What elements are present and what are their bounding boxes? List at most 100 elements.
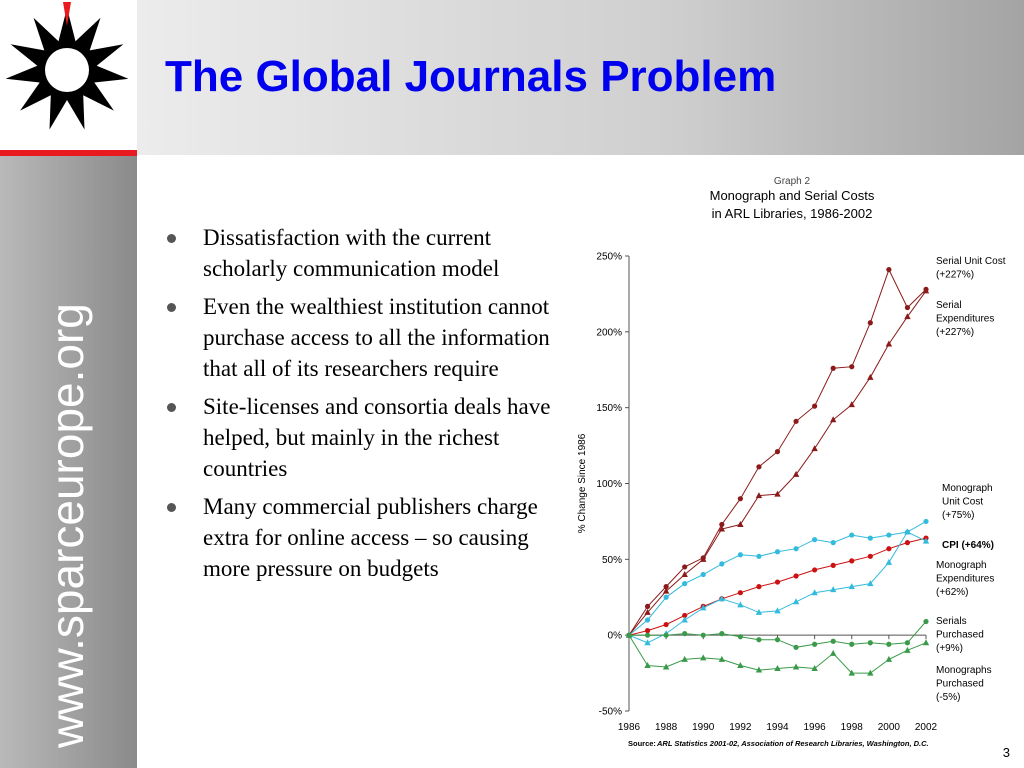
series-label: Purchased — [936, 630, 984, 641]
data-point — [718, 655, 726, 662]
data-point — [644, 628, 651, 634]
chart-subtitle: Graph 2 — [774, 176, 811, 187]
page-title: The Global Journals Problem — [165, 52, 777, 101]
data-point — [849, 532, 855, 538]
data-point — [663, 621, 669, 628]
data-point — [756, 584, 762, 590]
data-point — [737, 496, 743, 502]
data-point — [904, 313, 911, 320]
bullet-dot-icon — [167, 403, 176, 412]
y-tick-label: 250% — [596, 252, 622, 263]
data-point — [811, 445, 818, 452]
data-point — [886, 641, 892, 647]
data-point — [719, 631, 725, 637]
data-point — [829, 586, 837, 593]
series-label: (+227%) — [936, 327, 974, 338]
data-point — [737, 601, 744, 608]
data-point — [644, 617, 651, 623]
data-point — [718, 595, 726, 602]
data-point — [793, 418, 799, 424]
x-tick-label: 1998 — [841, 722, 864, 733]
series-line — [628, 531, 927, 644]
data-point — [644, 632, 651, 638]
data-point — [922, 287, 930, 294]
data-point — [792, 470, 800, 477]
series-label: Serial Unit Cost — [936, 256, 1006, 267]
data-point — [886, 532, 892, 538]
data-point — [644, 603, 651, 609]
data-point — [700, 555, 707, 562]
data-point — [755, 608, 763, 615]
data-point — [830, 562, 836, 568]
data-point — [811, 589, 818, 596]
data-point — [774, 449, 781, 455]
data-point — [812, 537, 818, 543]
source-text: ARL Statistics 2001-02, Association of R… — [656, 739, 929, 748]
chart-title: in ARL Libraries, 1986-2002 — [712, 206, 873, 221]
data-point — [644, 662, 651, 668]
data-point — [867, 320, 873, 326]
data-point — [700, 654, 707, 661]
data-point — [774, 490, 781, 497]
data-point — [867, 669, 874, 676]
bullet-text: Even the wealthiest institution cannot p… — [203, 294, 550, 381]
y-axis-label: % Change Since 1986 — [577, 433, 588, 533]
data-point — [755, 492, 763, 499]
data-point — [867, 373, 874, 380]
sparc-logo-icon — [5, 2, 129, 130]
series-label: Expenditures — [936, 314, 994, 325]
data-point — [867, 640, 873, 646]
data-point — [774, 579, 781, 585]
data-point — [904, 304, 911, 311]
series-label: Monographs — [936, 665, 992, 676]
series-label: Monograph — [942, 483, 993, 494]
series-label: Unit Cost — [942, 497, 983, 508]
data-point — [662, 663, 670, 670]
data-point — [848, 669, 855, 676]
data-point — [904, 646, 911, 653]
data-point — [663, 632, 669, 638]
x-tick-label: 1996 — [804, 722, 827, 733]
data-point — [700, 632, 706, 638]
data-point — [737, 520, 744, 527]
data-point — [867, 553, 873, 559]
data-point — [793, 546, 799, 552]
series-label: (+75%) — [942, 510, 975, 521]
data-point — [756, 464, 762, 470]
y-tick-label: 100% — [596, 479, 622, 490]
data-point — [737, 662, 744, 668]
data-point — [681, 655, 688, 662]
data-point — [793, 644, 799, 650]
y-tick-label: 0% — [608, 631, 623, 642]
data-point — [774, 637, 781, 643]
data-point — [682, 564, 688, 570]
series-group — [625, 287, 930, 638]
series-label: (+9%) — [936, 643, 963, 654]
y-tick-label: 150% — [596, 403, 622, 414]
x-tick-label: 1994 — [766, 722, 789, 733]
data-point — [682, 581, 688, 587]
bullet-text: Site-licenses and consortia deals have h… — [203, 394, 551, 481]
data-point — [830, 365, 836, 371]
data-point — [886, 546, 892, 552]
series-label: (+227%) — [936, 270, 974, 281]
data-point — [886, 267, 892, 273]
series-group — [626, 618, 929, 650]
data-point — [812, 641, 818, 647]
series-group — [626, 267, 929, 638]
logo-area — [0, 0, 137, 155]
data-point — [904, 540, 911, 546]
y-tick-label: -50% — [599, 707, 622, 718]
data-point — [812, 567, 818, 573]
bullet-list: Dissatisfaction with the current scholar… — [165, 222, 555, 591]
bullet-item: Site-licenses and consortia deals have h… — [165, 391, 555, 484]
data-point — [885, 655, 893, 662]
y-tick-label: 200% — [596, 327, 622, 338]
data-point — [830, 638, 836, 644]
data-point — [718, 525, 726, 532]
series-label: Serial — [936, 300, 962, 311]
data-point — [922, 537, 930, 544]
data-point — [737, 590, 743, 596]
series-group — [625, 631, 930, 676]
